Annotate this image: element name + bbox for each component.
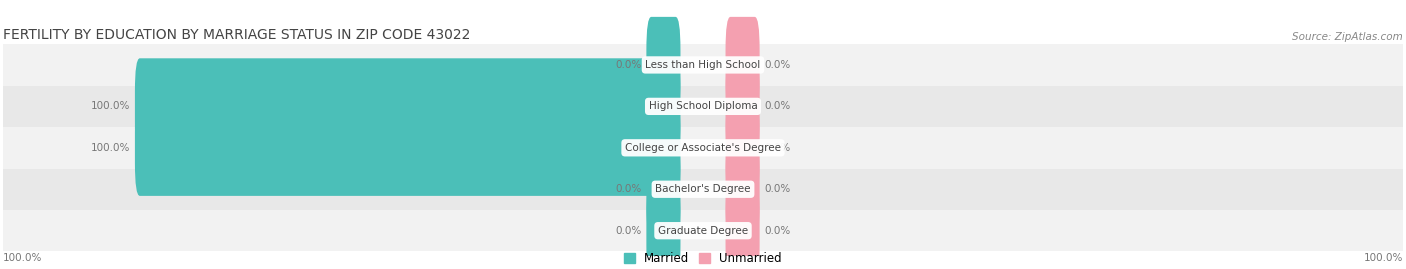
Text: 0.0%: 0.0%	[763, 226, 790, 236]
Bar	[3, 169, 1403, 210]
FancyBboxPatch shape	[725, 17, 759, 113]
Text: Bachelor's Degree: Bachelor's Degree	[655, 184, 751, 194]
FancyBboxPatch shape	[725, 183, 759, 269]
FancyBboxPatch shape	[647, 141, 681, 237]
Text: Source: ZipAtlas.com: Source: ZipAtlas.com	[1292, 32, 1403, 42]
Text: 0.0%: 0.0%	[763, 101, 790, 111]
Text: 100.0%: 100.0%	[91, 101, 131, 111]
Text: FERTILITY BY EDUCATION BY MARRIAGE STATUS IN ZIP CODE 43022: FERTILITY BY EDUCATION BY MARRIAGE STATU…	[3, 28, 470, 42]
FancyBboxPatch shape	[725, 100, 759, 196]
Text: 100.0%: 100.0%	[3, 253, 42, 263]
Text: 0.0%: 0.0%	[616, 184, 643, 194]
FancyBboxPatch shape	[647, 183, 681, 269]
Text: 0.0%: 0.0%	[763, 143, 790, 153]
FancyBboxPatch shape	[725, 58, 759, 154]
Text: High School Diploma: High School Diploma	[648, 101, 758, 111]
Legend: Married, Unmarried: Married, Unmarried	[620, 247, 786, 269]
Text: Less than High School: Less than High School	[645, 60, 761, 70]
FancyBboxPatch shape	[135, 100, 681, 196]
Text: 100.0%: 100.0%	[91, 143, 131, 153]
Bar	[3, 44, 1403, 86]
Text: Graduate Degree: Graduate Degree	[658, 226, 748, 236]
Text: College or Associate's Degree: College or Associate's Degree	[626, 143, 780, 153]
FancyBboxPatch shape	[135, 58, 681, 154]
FancyBboxPatch shape	[647, 17, 681, 113]
Text: 0.0%: 0.0%	[763, 60, 790, 70]
Bar	[3, 86, 1403, 127]
Bar	[3, 127, 1403, 169]
Bar	[3, 210, 1403, 252]
FancyBboxPatch shape	[725, 141, 759, 237]
Text: 0.0%: 0.0%	[763, 184, 790, 194]
Text: 0.0%: 0.0%	[616, 226, 643, 236]
Text: 0.0%: 0.0%	[616, 60, 643, 70]
Text: 100.0%: 100.0%	[1364, 253, 1403, 263]
